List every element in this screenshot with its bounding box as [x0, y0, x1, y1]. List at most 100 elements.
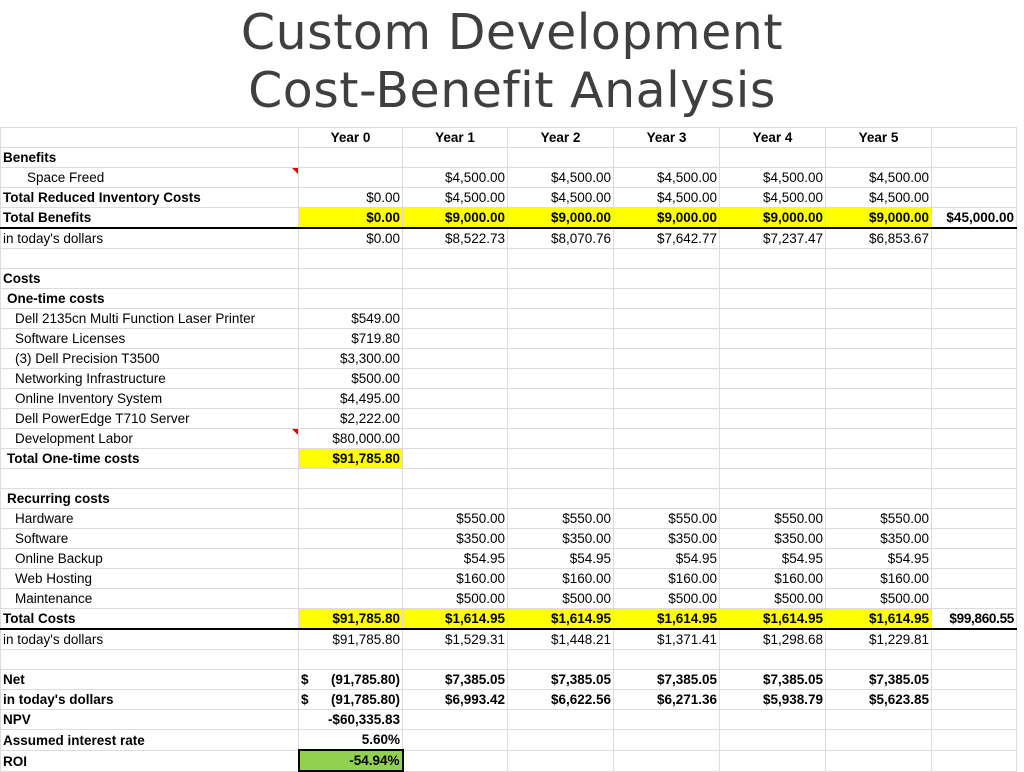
cell[interactable]: $160.00 — [719, 568, 826, 589]
header-year-2[interactable]: Year 2 — [507, 127, 614, 148]
cell[interactable]: $500.00 — [825, 588, 932, 609]
cell[interactable]: $54.95 — [825, 548, 932, 569]
recurring-item-label[interactable]: Online Backup — [0, 548, 299, 569]
cell[interactable]: $4,500.00 — [402, 167, 508, 188]
costs-todays-dollars-label[interactable]: in today's dollars — [0, 628, 299, 650]
cell[interactable]: $0.00 — [298, 207, 403, 229]
total-one-time-label[interactable]: Total One-time costs — [0, 448, 299, 469]
cell[interactable]: $3,300.00 — [298, 348, 403, 369]
interest-rate-value[interactable]: 5.60% — [298, 729, 403, 751]
cell[interactable] — [298, 167, 403, 188]
total-costs-sum[interactable]: $99,860.55 — [931, 608, 1017, 630]
recurring-item-label[interactable]: Software — [0, 528, 299, 549]
cell[interactable]: $1,371.41 — [613, 628, 720, 650]
cell[interactable]: $160.00 — [825, 568, 932, 589]
cell[interactable]: $54.95 — [507, 548, 614, 569]
header-year-1[interactable]: Year 1 — [402, 127, 508, 148]
cell[interactable]: $0.00 — [298, 227, 403, 249]
cell[interactable]: $80,000.00 — [298, 428, 403, 449]
cell[interactable]: $160.00 — [613, 568, 720, 589]
header-year-0[interactable]: Year 0 — [298, 127, 403, 148]
cell[interactable]: $91,785.80 — [298, 628, 403, 650]
cell[interactable]: $ (91,785.80) — [298, 669, 403, 690]
cell[interactable]: $91,785.80 — [298, 448, 403, 469]
cell[interactable]: $54.95 — [719, 548, 826, 569]
cell[interactable]: $4,500.00 — [507, 167, 614, 188]
net-label[interactable]: Net — [0, 669, 299, 690]
cell[interactable]: $9,000.00 — [402, 207, 508, 229]
cell[interactable]: $4,500.00 — [825, 167, 932, 188]
cell[interactable]: $0.00 — [298, 187, 403, 208]
cell[interactable]: $6,271.36 — [613, 689, 720, 710]
cell[interactable]: $500.00 — [402, 588, 508, 609]
costs-label[interactable]: Costs — [0, 268, 299, 289]
cell[interactable]: $4,500.00 — [507, 187, 614, 208]
one-time-item-label[interactable]: Dell 2135cn Multi Function Laser Printer — [0, 308, 299, 329]
space-freed-label[interactable]: Space Freed — [0, 167, 299, 188]
header-year-3[interactable]: Year 3 — [613, 127, 720, 148]
cell[interactable]: $160.00 — [402, 568, 508, 589]
cell[interactable]: $350.00 — [825, 528, 932, 549]
benefits-todays-dollars-label[interactable]: in today's dollars — [0, 227, 299, 249]
cell[interactable]: $7,642.77 — [613, 227, 720, 249]
cell[interactable]: $1,529.31 — [402, 628, 508, 650]
one-time-item-label[interactable]: Online Inventory System — [0, 388, 299, 409]
cell[interactable]: $550.00 — [402, 508, 508, 529]
cell[interactable]: $500.00 — [298, 368, 403, 389]
total-benefits-sum[interactable]: $45,000.00 — [931, 207, 1017, 229]
total-benefits-label[interactable]: Total Benefits — [0, 207, 299, 229]
cell[interactable]: $160.00 — [507, 568, 614, 589]
cell[interactable]: $9,000.00 — [507, 207, 614, 229]
cell[interactable]: $9,000.00 — [719, 207, 826, 229]
cell[interactable]: $8,522.73 — [402, 227, 508, 249]
cell[interactable]: $54.95 — [402, 548, 508, 569]
recurring-item-label[interactable]: Maintenance — [0, 588, 299, 609]
header-cell[interactable] — [0, 127, 299, 148]
cell[interactable]: $7,385.05 — [825, 669, 932, 690]
cell[interactable]: $500.00 — [719, 588, 826, 609]
recurring-item-label[interactable]: Hardware — [0, 508, 299, 529]
net-todays-dollars-label[interactable]: in today's dollars — [0, 689, 299, 710]
header-year-5[interactable]: Year 5 — [825, 127, 932, 148]
cell[interactable]: $1,298.68 — [719, 628, 826, 650]
cell[interactable]: $550.00 — [825, 508, 932, 529]
header-year-4[interactable]: Year 4 — [719, 127, 826, 148]
cell[interactable]: $1,614.95 — [507, 608, 614, 630]
cell[interactable]: $350.00 — [613, 528, 720, 549]
cell[interactable]: $550.00 — [719, 508, 826, 529]
cell[interactable]: $1,614.95 — [719, 608, 826, 630]
cell[interactable]: $719.80 — [298, 328, 403, 349]
cell[interactable]: $9,000.00 — [613, 207, 720, 229]
cell[interactable]: $4,500.00 — [825, 187, 932, 208]
roi-value[interactable]: -54.94% — [297, 749, 404, 772]
cell[interactable]: $6,853.67 — [825, 227, 932, 249]
cell[interactable]: $6,993.42 — [402, 689, 508, 710]
interest-rate-label[interactable]: Assumed interest rate — [0, 729, 299, 751]
cell[interactable]: $350.00 — [719, 528, 826, 549]
cell[interactable]: $6,622.56 — [507, 689, 614, 710]
cell[interactable]: $5,623.85 — [825, 689, 932, 710]
cell[interactable]: $4,495.00 — [298, 388, 403, 409]
benefits-label[interactable]: Benefits — [0, 147, 299, 168]
cell[interactable]: $4,500.00 — [719, 167, 826, 188]
npv-value[interactable]: -$60,335.83 — [298, 709, 403, 730]
cell[interactable]: $1,614.95 — [825, 608, 932, 630]
one-time-item-label[interactable]: Networking Infrastructure — [0, 368, 299, 389]
cell[interactable]: $4,500.00 — [719, 187, 826, 208]
cell[interactable]: $4,500.00 — [613, 187, 720, 208]
cell[interactable]: $549.00 — [298, 308, 403, 329]
cell[interactable]: $ (91,785.80) — [298, 689, 403, 710]
cell[interactable]: $8,070.76 — [507, 227, 614, 249]
one-time-costs-label[interactable]: One-time costs — [0, 288, 299, 309]
cell[interactable]: $91,785.80 — [298, 608, 403, 630]
cell[interactable]: $7,385.05 — [507, 669, 614, 690]
one-time-item-label[interactable]: Dell PowerEdge T710 Server — [0, 408, 299, 429]
cell[interactable]: $7,385.05 — [613, 669, 720, 690]
recurring-costs-label[interactable]: Recurring costs — [0, 488, 299, 509]
one-time-item-label[interactable]: Software Licenses — [0, 328, 299, 349]
cell[interactable]: $1,614.95 — [613, 608, 720, 630]
one-time-item-label[interactable]: Development Labor — [0, 428, 299, 449]
cell[interactable]: $350.00 — [402, 528, 508, 549]
cell[interactable]: $2,222.00 — [298, 408, 403, 429]
cell[interactable]: $54.95 — [613, 548, 720, 569]
